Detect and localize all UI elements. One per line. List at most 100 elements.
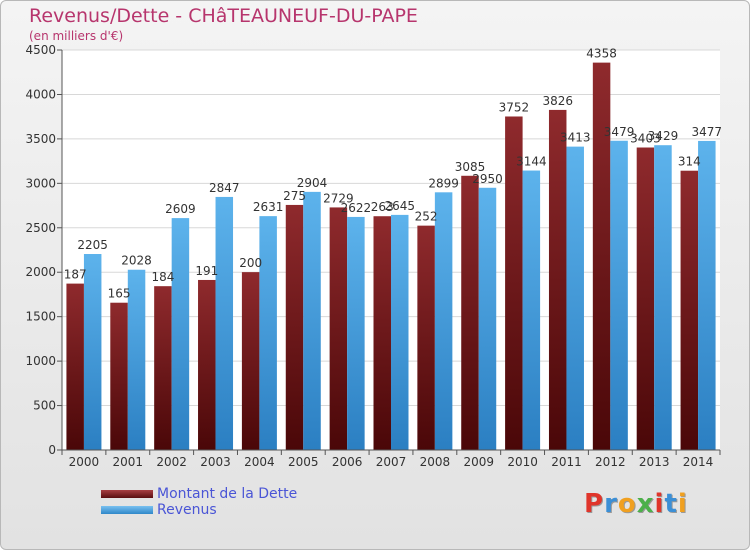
proxiti-logo: Proxiti [584,489,688,519]
x-tick-label: 2008 [420,455,451,469]
bar-revenus [215,196,234,450]
data-label-revenus: 2899 [428,176,459,190]
y-tick-label: 1500 [25,310,56,324]
logo-letter: r [604,489,618,519]
bar-revenus [259,216,277,450]
data-label-dette: 314 [678,155,701,169]
bar-dette [241,272,260,450]
bar-revenus [478,187,497,450]
y-tick-label: 2000 [25,265,56,279]
data-label-revenus: 3477 [692,125,723,139]
y-tick-label: 4500 [25,43,56,57]
x-tick-label: 2001 [113,455,144,469]
bar-revenus [566,146,584,450]
y-tick-label: 500 [33,399,56,413]
bar-revenus [347,216,365,450]
chart-title: Revenus/Dette - CHâTEAUNEUF-DU-PAPE [29,5,418,27]
bar-dette [461,175,479,450]
logo-letter: P [584,489,605,519]
x-tick-label: 2014 [683,455,714,469]
data-label-dette: 2729 [323,191,354,205]
x-tick-label: 2006 [332,455,363,469]
legend-swatch-revenus [101,506,153,514]
data-label-dette: 252 [415,210,438,224]
logo-letter: i [677,489,688,519]
bar-dette [110,302,128,450]
chart-subtitle: (en milliers d'€) [29,29,124,43]
data-label-dette: 263 [371,200,394,214]
x-tick-label: 2011 [551,455,582,469]
x-tick-label: 2002 [156,455,187,469]
bar-revenus [171,218,190,450]
y-tick-label: 4000 [25,87,56,101]
data-label-dette: 275 [283,189,306,203]
data-label-revenus: 3144 [516,155,547,169]
x-tick-label: 2000 [69,455,100,469]
data-label-revenus: 2847 [209,181,240,195]
bar-revenus [127,269,146,450]
bar-revenus [434,192,453,451]
data-label-dette: 3826 [542,94,573,108]
data-label-revenus: 3413 [560,131,591,145]
bar-dette [592,62,611,450]
y-tick-label: 3500 [25,132,56,146]
bar-dette [373,216,391,450]
bar-revenus [610,140,628,450]
x-tick-label: 2009 [463,455,494,469]
y-tick-label: 0 [48,443,56,457]
data-label-dette: 184 [151,270,174,284]
bar-dette [548,109,567,451]
y-tick-label: 1000 [25,354,56,368]
x-tick-label: 2004 [244,455,275,469]
bar-dette [329,207,348,450]
bar-revenus [698,140,716,450]
data-label-revenus: 2631 [253,200,284,214]
bar-dette [198,279,216,450]
logo-letter: o [617,489,637,519]
bar-revenus [391,214,409,450]
bar-revenus [654,145,672,450]
x-tick-label: 2010 [507,455,538,469]
bar-dette [285,204,304,450]
legend-label-revenus: Revenus [157,502,217,518]
data-label-revenus: 3429 [648,129,679,143]
x-tick-label: 2005 [288,455,319,469]
x-tick-label: 2003 [200,455,231,469]
bar-revenus [83,254,102,450]
data-label-dette: 191 [195,264,218,278]
data-label-revenus: 2950 [472,172,503,186]
data-label-dette: 4358 [586,47,617,61]
data-label-dette: 3085 [455,160,486,174]
bar-dette [680,170,699,450]
data-label-revenus: 2028 [121,254,152,268]
data-label-dette: 187 [64,268,87,282]
x-tick-label: 2007 [376,455,407,469]
data-label-revenus: 2205 [77,238,108,252]
data-label-dette: 200 [239,256,262,270]
data-label-revenus: 2622 [341,201,372,215]
bar-dette [417,225,435,450]
x-tick-label: 2013 [639,455,670,469]
bar-dette [636,147,655,450]
data-label-dette: 3403 [630,132,661,146]
bar-dette [154,286,172,450]
bar-revenus [303,191,321,450]
data-label-revenus: 3479 [604,125,635,139]
y-tick-label: 2500 [25,221,56,235]
x-tick-label: 2012 [595,455,626,469]
data-label-revenus: 2645 [384,199,415,213]
data-label-dette: 3752 [499,100,530,114]
bar-dette [66,283,84,450]
logo-letter: x [636,489,655,519]
logo-letter: t [664,489,678,519]
legend-label-dette: Montant de la Dette [157,486,298,502]
legend-swatch-dette [101,490,153,498]
bar-chart: 0 500 1000 1500 2000 2500 3000 3500 4000 4500 187 2… [25,43,723,469]
y-tick-label: 3000 [25,176,56,190]
data-label-dette: 165 [108,287,131,301]
data-label-revenus: 2904 [297,176,328,190]
bar-revenus [522,170,541,451]
bar-dette [505,116,523,450]
logo-letter: i [654,489,665,519]
